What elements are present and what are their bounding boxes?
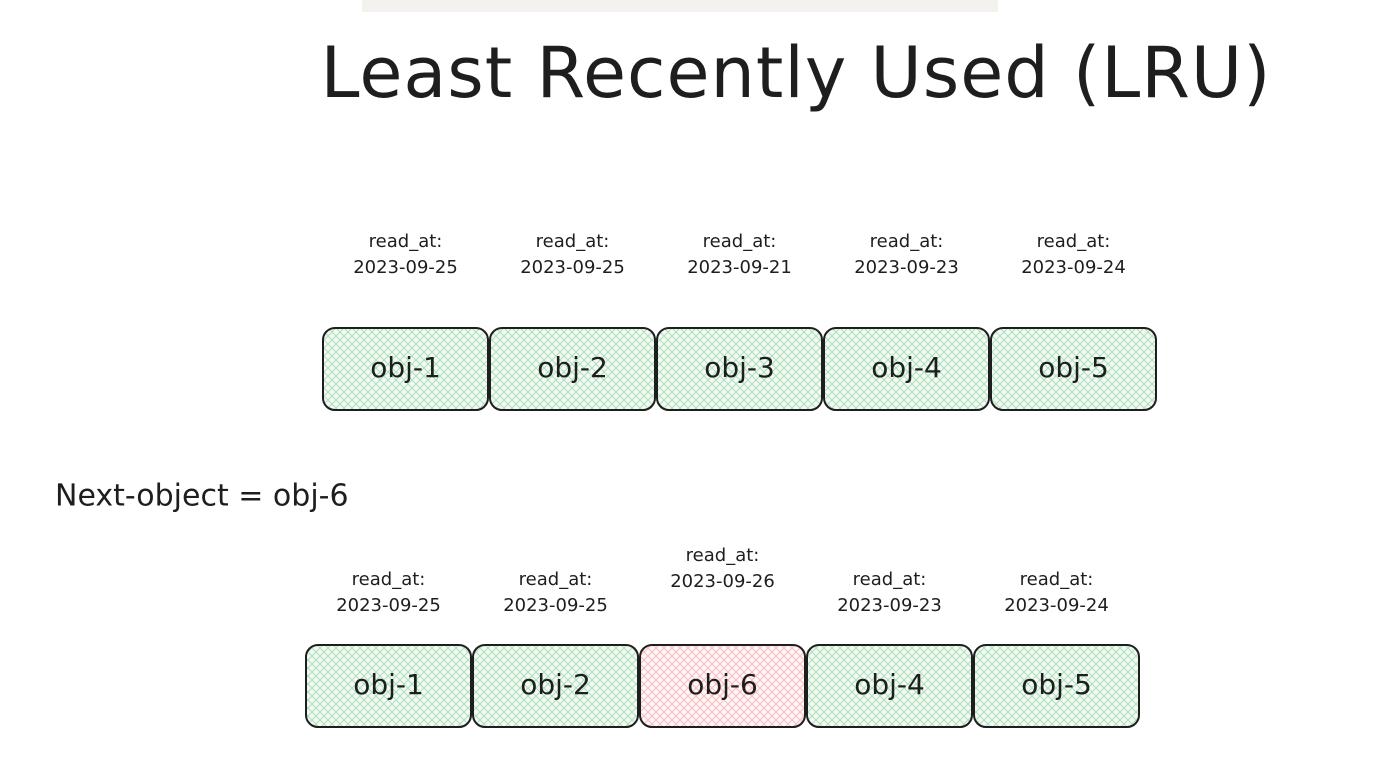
read-at-label: read_at: <box>519 569 593 590</box>
object-name: obj-3 <box>704 351 775 384</box>
read-at-date: 2023-09-25 <box>520 257 625 278</box>
read-at-date: 2023-09-25 <box>353 257 458 278</box>
next-object: Next-object = obj-6 <box>55 479 349 514</box>
read-at-date: 2023-09-24 <box>1004 595 1109 616</box>
object-box <box>489 327 656 411</box>
object-name: obj-4 <box>854 668 925 701</box>
read-at-date: 2023-09-23 <box>837 595 942 616</box>
object-box <box>639 644 806 728</box>
object-box <box>656 327 823 411</box>
object-box <box>305 644 472 728</box>
object-name: obj-5 <box>1021 668 1092 701</box>
object-name: obj-4 <box>871 351 942 384</box>
object-name: obj-2 <box>537 351 608 384</box>
read-at-label: read_at: <box>870 231 944 252</box>
object-box <box>823 327 990 411</box>
read-at-date: 2023-09-25 <box>503 595 608 616</box>
title: Least Recently Used (LRU) <box>321 32 1272 114</box>
read-at-label: read_at: <box>686 545 760 566</box>
object-name: obj-6 <box>687 668 758 701</box>
object-box <box>973 644 1140 728</box>
read-at-label: read_at: <box>1037 231 1111 252</box>
read-at-label: read_at: <box>536 231 610 252</box>
read-at-date: 2023-09-23 <box>854 257 959 278</box>
top-strip <box>362 0 998 12</box>
read-at-label: read_at: <box>369 231 443 252</box>
object-box <box>806 644 973 728</box>
object-box <box>322 327 489 411</box>
read-at-date: 2023-09-24 <box>1021 257 1126 278</box>
object-name: obj-5 <box>1038 351 1109 384</box>
read-at-label: read_at: <box>703 231 777 252</box>
read-at-label: read_at: <box>853 569 927 590</box>
read-at-label: read_at: <box>1020 569 1094 590</box>
object-name: obj-1 <box>353 668 424 701</box>
read-at-date: 2023-09-21 <box>687 257 792 278</box>
read-at-date: 2023-09-26 <box>670 571 775 592</box>
object-name: obj-1 <box>370 351 441 384</box>
object-box <box>472 644 639 728</box>
read-at-label: read_at: <box>352 569 426 590</box>
object-box <box>990 327 1157 411</box>
read-at-date: 2023-09-25 <box>336 595 441 616</box>
object-name: obj-2 <box>520 668 591 701</box>
